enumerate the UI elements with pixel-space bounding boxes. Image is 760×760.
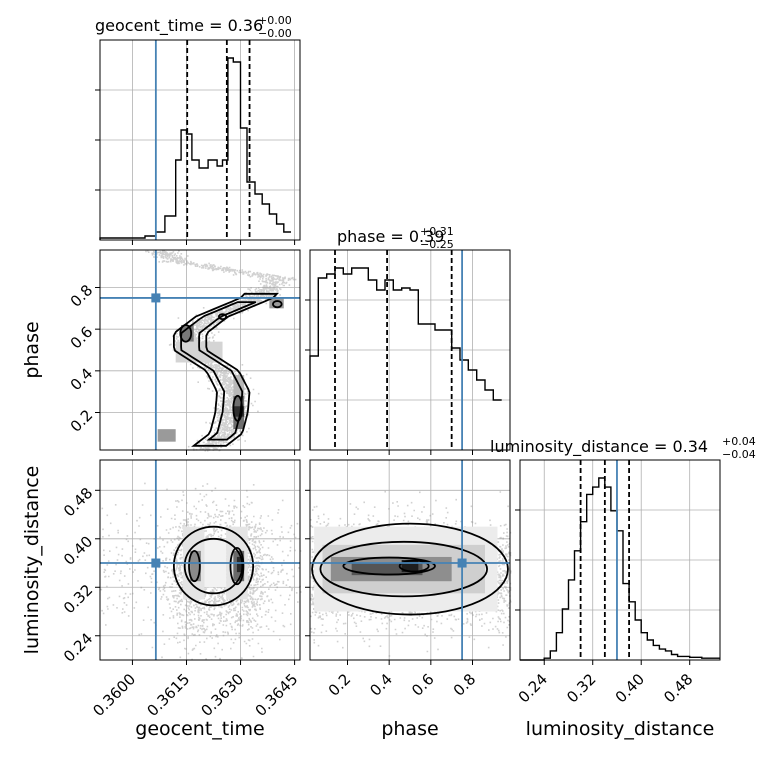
density-cell	[269, 297, 284, 309]
title-geocent-time-main: geocent_time = 0.36	[95, 16, 263, 36]
title-luminosity-distance-main: luminosity_distance = 0.34	[490, 437, 708, 457]
title-geocent-time-sup: +0.00	[258, 14, 292, 27]
title-phase: phase = 0.39 +0.31 −0.25	[337, 225, 454, 251]
truth-marker	[457, 558, 467, 568]
x-tick-label-geocent_time: 0.3645	[252, 670, 302, 720]
contour-inner	[272, 300, 283, 309]
contour-outer	[172, 525, 255, 607]
y-tick-label-phase: 0.4	[67, 364, 97, 394]
contour-middle	[183, 537, 244, 595]
panel-frame	[99, 459, 301, 661]
y-tick-label-luminosity_distance: 0.24	[60, 629, 96, 665]
density-cell	[236, 556, 243, 573]
title-phase-main: phase = 0.39	[337, 227, 444, 246]
x-tick-label-phase: 0.2	[325, 670, 355, 700]
title-geocent-time-sub: −0.00	[258, 27, 292, 40]
contour-outer	[311, 522, 509, 616]
panel-geocent_time-vs-phase: 0.2 0.4 0.6 0.8	[67, 249, 301, 455]
contour-inner	[229, 546, 245, 586]
title-luminosity-distance-sup: +0.04	[722, 435, 756, 448]
ylabel-phase: phase	[21, 321, 43, 378]
y-tick-label-luminosity_distance: 0.32	[60, 581, 96, 617]
xlabel-phase: phase	[381, 718, 438, 740]
x-tick-label-luminosity_distance: 0.24	[515, 670, 551, 706]
contour-inner	[342, 556, 436, 576]
histogram-phase	[309, 267, 502, 450]
panel-frame	[309, 459, 511, 661]
title-phase-sup: +0.31	[420, 225, 454, 238]
contour-outer	[173, 292, 279, 447]
truth-marker	[151, 293, 161, 303]
y-tick-label-luminosity_distance: 0.40	[60, 532, 96, 568]
truth-marker	[151, 558, 161, 568]
x-tick-label-geocent_time: 0.3600	[89, 670, 139, 720]
panel-phase-hist	[305, 249, 511, 455]
y-tick-label-phase: 0.2	[67, 406, 97, 436]
y-tick-label-phase: 0.8	[67, 281, 97, 311]
title-luminosity-distance: luminosity_distance = 0.34 +0.04 −0.04	[490, 435, 756, 461]
x-tick-label-phase: 0.4	[366, 670, 396, 700]
contour-inner	[232, 394, 243, 422]
contour-core	[398, 559, 430, 573]
scatter-points	[145, 250, 297, 452]
histogram-geocent_time	[99, 57, 291, 240]
x-tick-label-geocent_time: 0.3630	[198, 670, 248, 720]
panel-phase-vs-luminosity_distance: 0.2 0.4 0.6 0.8	[305, 459, 512, 700]
y-tick-label-luminosity_distance: 0.48	[60, 484, 96, 520]
title-phase-sub: −0.25	[420, 238, 454, 251]
panels-layer: 0.2 0.4 0.6 0.8 0.3600 0.3615 0.3630 0.3645 0.24…	[60, 39, 721, 720]
contour-inner	[218, 313, 228, 321]
panel-geocent_time-hist	[95, 39, 301, 245]
contour-inner	[179, 324, 193, 343]
contour-middle	[180, 301, 257, 441]
y-tick-label-phase: 0.6	[67, 323, 97, 353]
panel-frame	[99, 249, 301, 451]
x-tick-label-phase: 0.8	[450, 670, 480, 700]
density-cell	[157, 429, 176, 442]
x-tick-label-luminosity_distance: 0.40	[612, 670, 648, 706]
title-geocent-time: geocent_time = 0.36 +0.00 −0.00	[95, 14, 292, 40]
xlabel-luminosity-distance: luminosity_distance	[526, 718, 715, 740]
panel-luminosity_distance-hist: 0.24 0.32 0.40 0.48	[515, 459, 721, 706]
x-tick-label-phase: 0.6	[408, 670, 438, 700]
contour-inner	[188, 550, 201, 583]
xlabel-geocent-time: geocent_time	[135, 718, 264, 740]
title-luminosity-distance-sub: −0.04	[722, 448, 756, 461]
x-tick-label-luminosity_distance: 0.32	[563, 670, 599, 706]
ylabel-luminosity-distance: luminosity_distance	[21, 466, 43, 655]
x-tick-label-luminosity_distance: 0.48	[660, 670, 696, 706]
contour-middle	[319, 540, 488, 598]
panel-geocent_time-vs-luminosity_distance: 0.3600 0.3615 0.3630 0.3645 0.24 0.32 0.40 0.48	[60, 459, 302, 720]
x-tick-label-geocent_time: 0.3615	[143, 670, 193, 720]
density-cell	[233, 406, 245, 417]
density-cell	[190, 550, 201, 582]
